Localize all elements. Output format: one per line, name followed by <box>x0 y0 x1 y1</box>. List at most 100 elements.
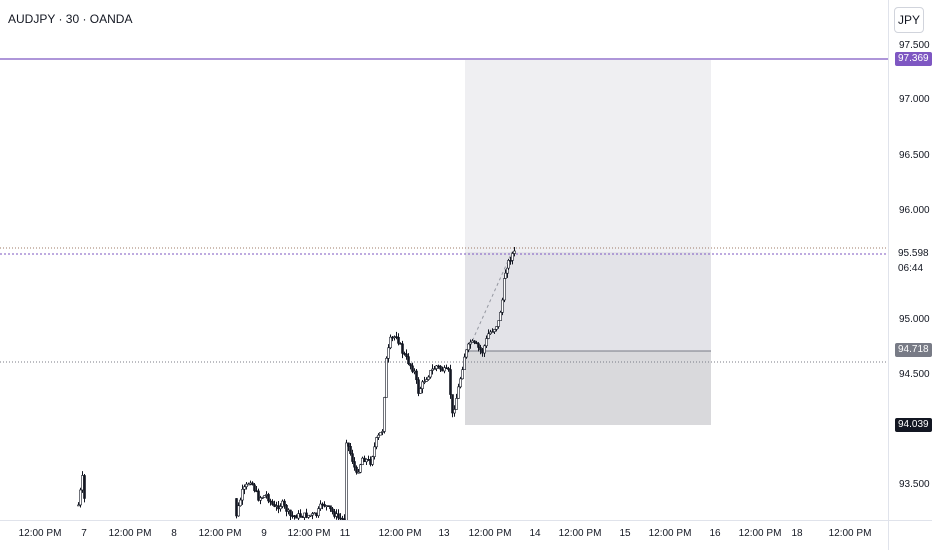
trade-path-line <box>469 251 513 347</box>
time-label: 12:00 PM <box>287 528 331 539</box>
candle-body <box>299 513 302 517</box>
time-label: 9 <box>261 528 267 539</box>
candle-body <box>383 397 386 432</box>
price-chart[interactable] <box>0 0 888 520</box>
time-label: 16 <box>709 528 721 539</box>
time-label: 11 <box>339 528 351 539</box>
candle-body <box>309 514 312 517</box>
candle-body <box>237 505 240 517</box>
alert-price-tag[interactable]: 97.369 <box>895 52 932 66</box>
candle-body <box>81 475 84 491</box>
candle-body <box>357 471 360 474</box>
candle-body <box>373 446 376 457</box>
candle-body <box>425 379 428 382</box>
price-tick: 95.000 <box>899 314 930 325</box>
candle-body <box>509 260 512 262</box>
candle-body <box>79 489 82 506</box>
candle-body <box>507 260 510 269</box>
candle-body <box>463 356 466 370</box>
candle-body <box>371 456 374 465</box>
profit-progress-zone <box>465 252 711 351</box>
candle-body <box>421 381 424 389</box>
candle-body <box>504 272 507 279</box>
candle-body <box>323 504 326 507</box>
candles-group <box>77 247 516 520</box>
candle-body <box>411 365 414 372</box>
price-tick: 97.500 <box>899 40 930 51</box>
candle-body <box>349 446 352 454</box>
candle-body <box>419 388 422 394</box>
candle-body <box>257 490 260 501</box>
candle-body <box>511 253 514 261</box>
candle-body <box>355 466 358 473</box>
price-tick: 97.000 <box>899 94 930 105</box>
time-scale[interactable] <box>0 520 888 550</box>
price-tick: 96.500 <box>899 150 930 161</box>
long-position-tool[interactable] <box>465 60 711 425</box>
time-label: 12:00 PM <box>378 528 422 539</box>
candle-body <box>473 340 476 343</box>
candle-body <box>503 278 506 301</box>
candle-body <box>317 508 320 517</box>
candle-body <box>385 358 388 398</box>
candle-body <box>345 442 348 520</box>
candle-body <box>319 503 322 509</box>
candle-body <box>487 333 490 339</box>
candle-body <box>353 461 356 468</box>
candle-body <box>495 326 498 330</box>
candle-body <box>263 495 266 498</box>
time-label: 15 <box>619 528 631 539</box>
candle-body <box>243 486 246 490</box>
candle-body <box>261 497 264 499</box>
symbol-title[interactable]: AUDJPY · 30 · OANDA <box>8 12 133 26</box>
current-price-tag: 95.598 <box>895 247 932 261</box>
time-label: 12:00 PM <box>108 528 152 539</box>
candle-body <box>407 356 410 365</box>
candle-body <box>387 347 390 359</box>
candle-body <box>409 363 412 367</box>
candle-body <box>491 331 494 333</box>
candle-body <box>379 432 382 436</box>
candle-body <box>381 431 384 433</box>
candle-body <box>351 453 354 462</box>
candle-body <box>259 497 262 501</box>
candle-body <box>415 370 418 381</box>
scale-corner <box>888 520 932 550</box>
candle-body <box>461 369 464 380</box>
candle-body <box>469 341 472 345</box>
candle-body <box>285 504 288 512</box>
time-label: 8 <box>171 528 177 539</box>
currency-button[interactable]: JPY <box>894 7 924 33</box>
stop-zone[interactable] <box>465 351 711 425</box>
candle-body <box>271 501 274 505</box>
candle-body <box>479 347 482 351</box>
candle-body <box>453 409 456 414</box>
candle-body <box>427 376 430 380</box>
candle-body <box>451 394 454 414</box>
candle-body <box>501 299 504 313</box>
time-label: 12:00 PM <box>648 528 692 539</box>
candle-body <box>423 381 426 383</box>
candle-body <box>331 508 334 512</box>
candle-body <box>397 337 400 344</box>
candle-body <box>401 343 404 354</box>
candle-body <box>429 370 432 378</box>
candle-body <box>433 368 436 370</box>
candle-body <box>377 434 380 438</box>
candle-body <box>457 386 460 399</box>
stop-price-tag: 94.039 <box>895 418 932 432</box>
candle-body <box>439 365 442 370</box>
candle-body <box>477 343 480 348</box>
candle-body <box>289 509 292 516</box>
candle-body <box>247 483 250 486</box>
candle-body <box>245 483 248 488</box>
candle-body <box>485 338 488 347</box>
time-label: 12:00 PM <box>738 528 782 539</box>
time-label: 12:00 PM <box>198 528 242 539</box>
candle-body <box>253 484 256 491</box>
candle-body <box>459 378 462 388</box>
candle-body <box>513 250 516 254</box>
candle-body <box>359 464 362 473</box>
chart-area[interactable] <box>0 0 888 520</box>
candle-body <box>493 329 496 332</box>
